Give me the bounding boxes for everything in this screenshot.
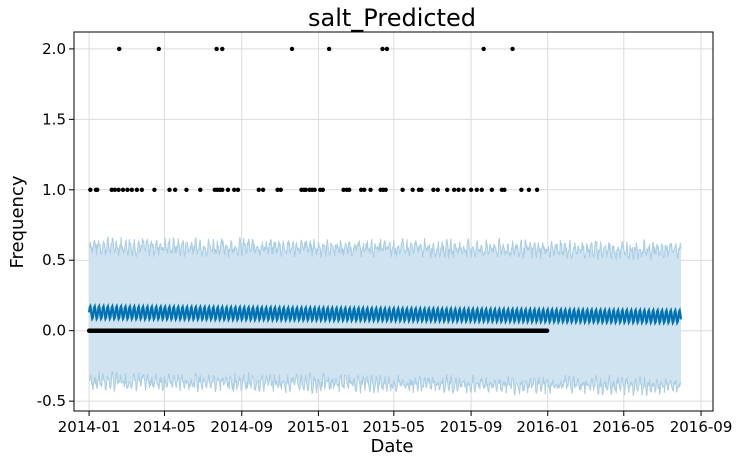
observed-point-two (156, 46, 162, 52)
observed-point-one (256, 187, 261, 192)
observed-point-one (235, 187, 241, 192)
upper-bound-line (88, 236, 682, 261)
observed-point-two (220, 46, 225, 52)
uncertainty-band-layer (88, 236, 682, 397)
observed-point-one (225, 187, 231, 192)
observed-point-one (456, 187, 461, 192)
x-tick-label: 2014-05 (133, 418, 196, 436)
observed-point-one (445, 187, 450, 192)
observed-point-one (167, 187, 172, 192)
y-tick-label: 1.5 (42, 110, 66, 128)
forecast-line (87, 302, 683, 327)
lower-bound-line (88, 371, 682, 397)
observed-point-one (125, 187, 130, 192)
forecast-line-layer (87, 302, 683, 327)
x-tick-label: 2015-09 (440, 418, 503, 436)
observed-point-one (275, 187, 280, 192)
observed-point-one (152, 187, 157, 192)
observed-point-one (95, 187, 100, 192)
y-tick-label: -0.5 (37, 392, 66, 410)
observed-point-one (435, 187, 440, 192)
observed-point-one (347, 187, 352, 192)
observed-point-one (362, 187, 367, 192)
observed-point-one (400, 187, 405, 192)
x-tick-label: 2015-01 (287, 418, 350, 436)
observed-point-two (510, 46, 515, 52)
observed-point-one (383, 187, 388, 192)
x-axis-label: Date (370, 436, 413, 457)
x-tick-label: 2015-05 (362, 418, 425, 436)
observed-point-one (474, 187, 479, 192)
chart-title: salt_Predicted (308, 4, 476, 32)
observed-point-one (116, 187, 121, 192)
observed-points-layer (86, 46, 550, 333)
observed-point-one (88, 187, 93, 192)
observed-point-one (220, 187, 225, 192)
observed-point-one (461, 187, 466, 192)
x-tick-label: 2014-01 (58, 418, 121, 436)
observed-point-one (260, 187, 266, 192)
observed-point-one (184, 187, 189, 192)
observed-point-one (519, 187, 524, 192)
observed-point-one (368, 187, 373, 192)
observed-point-two (117, 46, 122, 52)
y-tick-label: 0.5 (42, 251, 66, 269)
observed-point-one (129, 187, 135, 192)
observed-point-one (139, 187, 145, 192)
observed-point-one (134, 187, 140, 192)
uncertainty-band (89, 236, 681, 396)
observed-point-two (380, 46, 385, 52)
observed-point-one (526, 187, 532, 192)
observed-point-one (341, 187, 346, 192)
observed-point-two (289, 46, 295, 52)
y-axis-ticks: -0.5 0.0 0.5 1.0 1.5 2.0 (37, 40, 74, 410)
observed-point-one (431, 187, 436, 192)
y-tick-label: 1.0 (42, 181, 66, 199)
observed-point-one (112, 187, 118, 192)
y-axis-label: Frequency (7, 175, 28, 268)
observed-point-one (468, 187, 474, 192)
observed-point-zero (544, 328, 550, 333)
observed-point-two (481, 46, 486, 52)
observed-point-one (109, 187, 114, 192)
x-tick-label: 2016-01 (516, 418, 579, 436)
y-tick-label: 0.0 (42, 322, 66, 340)
observed-point-one (410, 187, 415, 192)
observed-point-two (214, 46, 219, 52)
x-tick-label: 2016-09 (670, 418, 733, 436)
observed-point-one (120, 187, 126, 192)
observed-point-one (502, 187, 507, 192)
observed-point-one (489, 187, 495, 192)
observed-point-one (358, 187, 364, 192)
observed-point-one (534, 187, 540, 192)
observed-point-two (384, 46, 390, 52)
observed-point-one (303, 187, 309, 192)
y-tick-label: 2.0 (42, 40, 66, 58)
observed-point-one (419, 187, 424, 192)
observed-point-one (451, 187, 457, 192)
observed-point-one (320, 187, 326, 192)
x-tick-label: 2016-05 (592, 418, 655, 436)
observed-point-one (198, 187, 203, 192)
observed-point-one (232, 187, 237, 192)
observed-point-one (479, 187, 484, 192)
observed-point-one (172, 187, 178, 192)
x-tick-label: 2014-09 (210, 418, 273, 436)
observed-point-one (312, 187, 317, 192)
observed-point-one (278, 187, 283, 192)
observed-point-two (326, 46, 332, 52)
x-axis-ticks: 2014-01 2014-05 2014-09 2015-01 2015-05 2015-… (58, 411, 733, 436)
